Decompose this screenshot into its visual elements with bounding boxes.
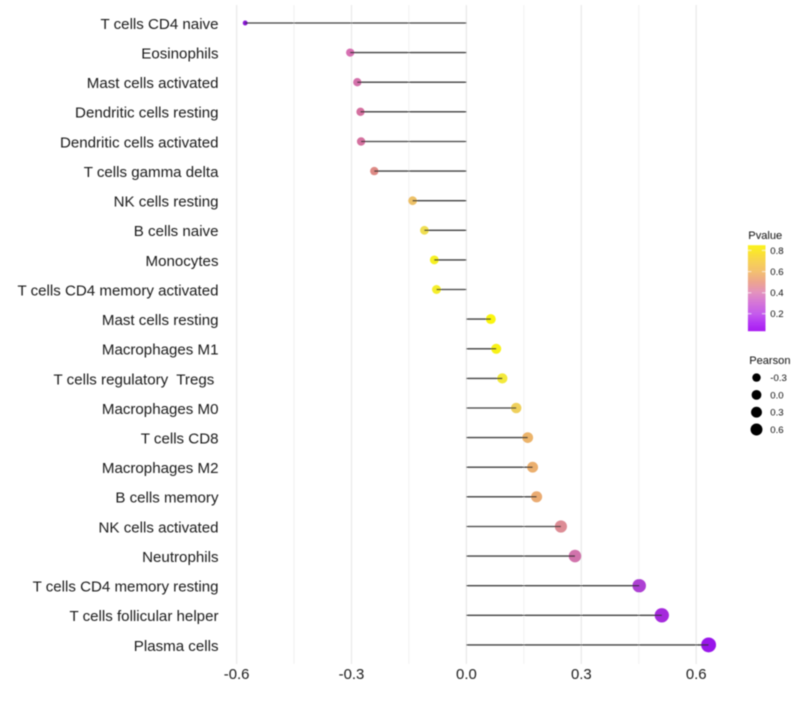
svg-text:Macrophages M1: Macrophages M1: [102, 342, 219, 359]
svg-text:T cells follicular helper: T cells follicular helper: [69, 608, 218, 625]
svg-text:Macrophages M2: Macrophages M2: [102, 460, 219, 477]
svg-text:0.0: 0.0: [770, 390, 783, 401]
svg-text:Mast cells activated: Mast cells activated: [87, 75, 219, 92]
svg-text:T cells CD4 memory resting: T cells CD4 memory resting: [33, 579, 219, 596]
svg-text:0.4: 0.4: [770, 288, 784, 299]
svg-text:0.3: 0.3: [571, 667, 592, 683]
svg-text:T cells CD4 naive: T cells CD4 naive: [100, 16, 218, 33]
svg-text:T cells regulatory Tregs: T cells regulatory Tregs: [54, 371, 219, 388]
svg-text:Dendritic cells resting: Dendritic cells resting: [75, 105, 218, 122]
svg-text:B cells memory: B cells memory: [115, 490, 219, 507]
svg-text:T cells CD8: T cells CD8: [141, 431, 219, 448]
svg-text:-0.3: -0.3: [770, 373, 787, 384]
svg-text:Pearson: Pearson: [749, 355, 790, 367]
svg-text:Eosinophils: Eosinophils: [141, 46, 218, 63]
svg-text:NK cells activated: NK cells activated: [99, 519, 219, 536]
svg-text:Monocytes: Monocytes: [146, 253, 219, 270]
svg-text:-0.3: -0.3: [339, 667, 365, 683]
svg-text:0.6: 0.6: [770, 267, 783, 278]
svg-text:0.0: 0.0: [456, 667, 477, 683]
svg-text:Dendritic cells activated: Dendritic cells activated: [60, 134, 219, 151]
svg-text:Pvalue: Pvalue: [748, 230, 782, 242]
svg-text:T cells gamma delta: T cells gamma delta: [84, 164, 219, 181]
svg-text:NK cells resting: NK cells resting: [114, 194, 219, 211]
svg-text:0.6: 0.6: [686, 667, 707, 683]
svg-text:0.2: 0.2: [770, 309, 783, 320]
svg-text:0.8: 0.8: [770, 246, 783, 257]
svg-text:0.3: 0.3: [770, 408, 783, 419]
svg-text:T cells CD4 memory activated: T cells CD4 memory activated: [17, 282, 218, 299]
svg-text:B cells naive: B cells naive: [134, 223, 219, 240]
svg-text:-0.6: -0.6: [224, 667, 250, 683]
svg-text:0.6: 0.6: [770, 425, 783, 436]
svg-text:Macrophages M0: Macrophages M0: [102, 401, 219, 418]
svg-text:Neutrophils: Neutrophils: [142, 549, 218, 566]
svg-text:Mast cells resting: Mast cells resting: [102, 312, 219, 329]
svg-text:Plasma cells: Plasma cells: [134, 638, 219, 655]
